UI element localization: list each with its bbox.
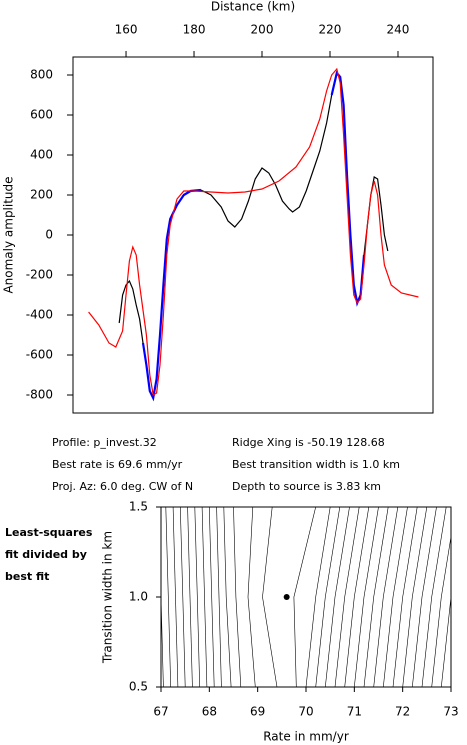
contour-line xyxy=(354,507,379,687)
contour-line xyxy=(421,507,447,687)
x-tick-label: 180 xyxy=(183,23,206,37)
y-tick-label: 400 xyxy=(30,148,53,162)
contour-line xyxy=(402,507,428,687)
best-fit-point xyxy=(283,594,290,600)
info-text: Proj. Az: 6.0 deg. CW of N xyxy=(52,480,193,493)
x-tick-label: 69 xyxy=(250,705,265,719)
contour-line xyxy=(223,507,232,687)
contour-line xyxy=(161,585,164,687)
x-tick-label: 68 xyxy=(202,705,217,719)
note-line: fit divided by xyxy=(5,548,87,561)
contour-line xyxy=(233,507,242,687)
x-tick-label: 240 xyxy=(387,23,410,37)
y-tick-label: -800 xyxy=(26,388,53,402)
y-tick-label: 1.5 xyxy=(129,500,148,514)
plot-frame xyxy=(72,56,434,414)
contour-line xyxy=(315,507,341,687)
info-text: Ridge Xing is -50.19 128.68 xyxy=(232,436,385,449)
contour-line xyxy=(165,507,171,687)
x-axis-title: Rate in mm/yr xyxy=(263,730,349,744)
contour-line xyxy=(363,507,389,687)
contour-line xyxy=(305,507,331,687)
contour-line xyxy=(201,507,208,687)
contour-line xyxy=(431,534,451,687)
y-tick-label: -200 xyxy=(26,268,53,282)
contour-line xyxy=(334,507,360,687)
contour-line xyxy=(325,507,350,687)
contour-line xyxy=(412,507,437,687)
info-text: Profile: p_invest.32 xyxy=(52,436,157,449)
note: Least-squares fit divided by best fit xyxy=(5,522,92,588)
contour-line xyxy=(383,507,408,687)
x-tick-label: 67 xyxy=(153,705,168,719)
contour-line xyxy=(180,507,186,687)
contour-line xyxy=(209,507,215,687)
contour-line xyxy=(441,595,451,687)
note-line: Least-squares xyxy=(5,526,93,539)
contour-line xyxy=(373,507,399,687)
contour-line xyxy=(172,507,179,687)
series-line xyxy=(141,70,366,402)
x-tick-label: 200 xyxy=(251,23,274,37)
contour-line xyxy=(194,507,200,687)
y-tick-label: 800 xyxy=(30,68,53,82)
contour-line xyxy=(262,507,278,687)
info-text: Best rate is 69.6 mm/yr xyxy=(52,458,183,471)
y-tick-label: 0.5 xyxy=(129,680,148,694)
note-line: best fit xyxy=(5,570,50,583)
contour-line xyxy=(216,507,222,687)
contour-line xyxy=(293,507,316,687)
series-line xyxy=(88,67,419,396)
y-tick-label: 200 xyxy=(30,188,53,202)
contour-line xyxy=(392,507,418,687)
y-tick-label: -600 xyxy=(26,348,53,362)
contour-line xyxy=(247,507,256,687)
y-tick-label: 600 xyxy=(30,108,53,122)
info-text: Best transition width is 1.0 km xyxy=(232,458,400,471)
contour-group xyxy=(161,507,451,687)
y-axis-title: Anomaly amplitude xyxy=(2,176,16,293)
contour-line xyxy=(344,507,370,687)
x-tick-label: 73 xyxy=(443,705,458,719)
y-tick-label: -400 xyxy=(26,308,53,322)
x-tick-label: 160 xyxy=(115,23,138,37)
y-tick-label: 1.0 xyxy=(129,590,148,604)
y-axis-title: Transition width in km xyxy=(101,531,115,664)
contour-line xyxy=(187,507,193,687)
x-tick-label: 70 xyxy=(298,705,313,719)
info-text: Depth to source is 3.83 km xyxy=(232,480,381,493)
x-tick-label: 72 xyxy=(395,705,410,719)
x-tick-label: 220 xyxy=(319,23,342,37)
x-tick-label: 71 xyxy=(347,705,362,719)
x-axis-title: Distance (km) xyxy=(211,0,295,14)
y-tick-label: 0 xyxy=(45,228,53,242)
